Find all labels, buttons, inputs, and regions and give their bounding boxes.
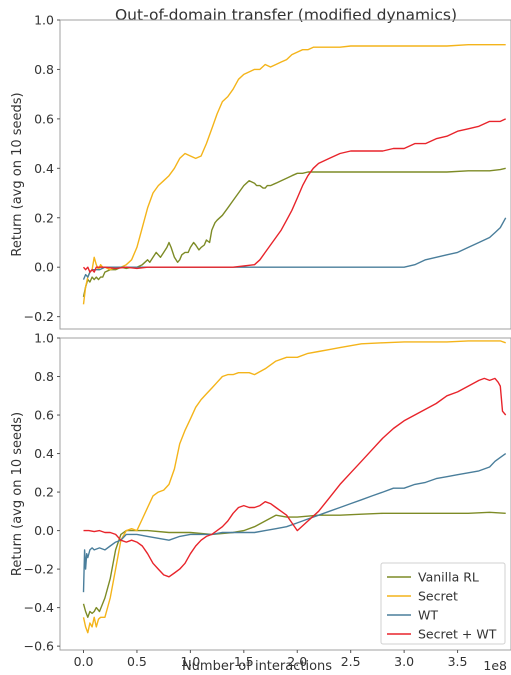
y-axis-label: Return (avg on 10 seeds) (10, 412, 25, 576)
y-tick-label: 0.0 (34, 523, 54, 538)
legend-label-secret: Secret (418, 589, 458, 604)
y-tick-label: −0.4 (24, 600, 54, 615)
y-tick-label: 0.8 (34, 62, 54, 77)
y-tick-label: −0.2 (24, 562, 54, 577)
series-line-vanilla (82, 167, 506, 298)
x-tick-label: 0.0 (74, 654, 94, 669)
x-tick-label: 0.5 (127, 654, 147, 669)
y-axis-label: Return (avg on 10 seeds) (10, 92, 25, 256)
x-tick-label: 3.5 (448, 654, 468, 669)
legend-label-wt: WT (418, 608, 438, 623)
series-line-wt (82, 217, 507, 280)
y-tick-label: 0.4 (34, 161, 54, 176)
y-tick-label: −0.6 (24, 639, 54, 654)
y-tick-label: 0.2 (34, 485, 54, 500)
plot-frame (59, 337, 511, 651)
series-line-secret (82, 340, 506, 634)
x-tick-label: 2.0 (287, 654, 307, 669)
top-panel: −0.2 0.0 0.2 0.4 0.6 0.8 1.0 Return (avg on 10 … (10, 13, 511, 330)
y-tick-label: 0.6 (34, 111, 54, 126)
chart-title: Out-of-domain transfer (modified dynamic… (115, 6, 457, 24)
x-tick-label: 1.0 (180, 654, 200, 669)
x-tick-label: 1.5 (234, 654, 254, 669)
y-tick-label: 0.8 (34, 369, 54, 384)
y-tick-label: 0.2 (34, 210, 54, 225)
x-axis-offset-label: 1e8 (483, 658, 507, 673)
series-line-secretwt (82, 118, 506, 273)
y-tick-label: 0.0 (34, 260, 54, 275)
series-line-vanilla (82, 511, 506, 618)
y-tick-label: 0.6 (34, 408, 54, 423)
x-tick-label: 3.0 (394, 654, 414, 669)
legend-box (380, 562, 506, 645)
plot-frame (59, 19, 511, 330)
y-tick-label: 1.0 (34, 331, 54, 346)
x-tick-label: 2.5 (341, 654, 361, 669)
y-tick-label: 1.0 (34, 13, 54, 28)
series-line-secretwt (83, 377, 507, 578)
series-line-wt (82, 453, 507, 593)
x-axis-label: Number of interactions (182, 659, 332, 674)
bottom-panel: −0.6 −0.4 −0.2 0.0 0.2 0.4 0.6 0.8 1.0 0.0 0.5 1.0 1… (10, 331, 511, 674)
y-tick-label: −0.2 (24, 309, 54, 324)
legend-label-secretwt: Secret + WT (418, 627, 497, 642)
y-tick-label: 0.4 (34, 446, 54, 461)
legend-label-vanilla: Vanilla RL (418, 570, 479, 585)
